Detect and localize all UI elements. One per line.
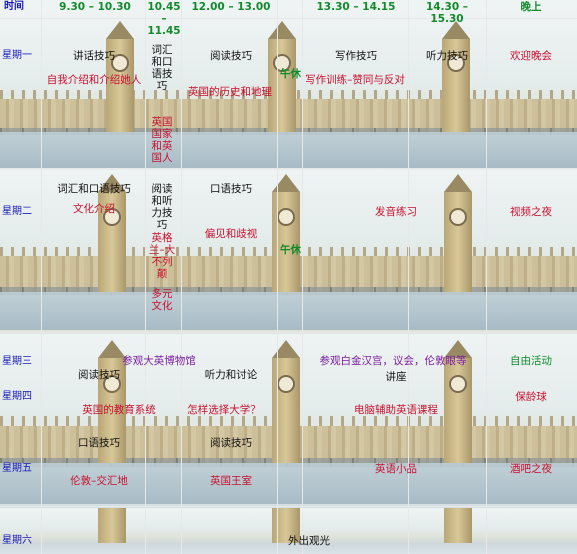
fri-slot3-topic: 英国王室 xyxy=(210,475,252,487)
mon-slot2-topic: 英国国家和英国人 xyxy=(151,116,173,164)
grid-line xyxy=(277,0,278,554)
tue-evening: 视频之夜 xyxy=(510,206,552,218)
mon-slot3-title: 阅读技巧 xyxy=(210,50,252,62)
fri-evening: 酒吧之夜 xyxy=(510,463,552,475)
mon-slot3-topic: 英国的历史和地理 xyxy=(188,86,272,98)
wed-afternoon: 参观白金汉宫，议会，伦敦眼等 xyxy=(319,355,467,367)
fri-slot1-topic: 伦敦–交汇地 xyxy=(70,475,128,487)
day-label-saturday: 星期六 xyxy=(2,535,32,546)
fri-afternoon: 英语小品 xyxy=(375,463,417,475)
mon-slot5-title: 听力技巧 xyxy=(426,50,468,62)
grid-line xyxy=(408,0,409,554)
tue-slot2-topic-2: 多元文化 xyxy=(151,288,173,312)
sat-all-day: 外出观光 xyxy=(288,535,330,547)
tue-slot3-topic: 偏见和歧视 xyxy=(204,228,258,240)
tue-slot3-title: 口语技巧 xyxy=(210,183,252,195)
grid-line xyxy=(0,18,577,19)
photo-tile-row1 xyxy=(0,18,577,168)
mon-evening: 欢迎晚会 xyxy=(510,50,552,62)
slot-header-3: 12.00 – 13.00 xyxy=(191,1,271,13)
mon-slot1-title: 讲话技巧 xyxy=(73,50,115,62)
grid-line xyxy=(302,0,303,554)
photo-tile-row4 xyxy=(0,508,577,554)
mon-slot2-title: 词汇和口语技巧 xyxy=(151,44,173,92)
slot-header-5: 14.30 – 15.30 xyxy=(425,1,469,25)
tue-slot1-topic: 文化介绍 xyxy=(73,203,115,215)
tue-lunch: 午休 xyxy=(280,244,301,256)
day-label-tuesday: 星期二 xyxy=(2,206,32,217)
tue-slot2-topic: 英格兰–大不列颠 xyxy=(148,232,176,280)
grid-line xyxy=(181,0,182,554)
fri-slot3-title: 阅读技巧 xyxy=(210,437,252,449)
tue-slot1-title: 词汇和口语技巧 xyxy=(57,183,131,195)
slot-header-1: 9.30 – 10.30 xyxy=(59,1,131,13)
thu-slot1-topic: 英国的教育系统 xyxy=(82,404,156,416)
slot-header-evening: 晚上 xyxy=(520,1,542,13)
mon-slot4-title: 写作技巧 xyxy=(335,50,377,62)
grid-line xyxy=(0,168,577,169)
slot-header-2: 10.45 – 11.45 xyxy=(147,1,181,37)
thu-slot1-title: 阅读技巧 xyxy=(78,369,120,381)
grid-line xyxy=(145,0,146,554)
photo-tile-row3 xyxy=(0,334,577,504)
tue-slot2-title: 阅读和听力技巧 xyxy=(151,183,173,231)
mon-slot4-topic: 写作训练–赞同与反对 xyxy=(305,74,405,86)
day-label-friday: 星期五 xyxy=(2,463,32,474)
thu-evening: 保龄球 xyxy=(515,391,547,403)
slot-header-4: 13.30 – 14.15 xyxy=(316,1,396,13)
thu-slot45-topic: 电脑辅助英语课程 xyxy=(354,404,438,416)
day-label-thursday: 星期四 xyxy=(2,391,32,402)
grid-line xyxy=(0,332,577,333)
wed-morning: 参观大英博物馆 xyxy=(122,355,196,367)
mon-lunch: 午休 xyxy=(280,68,301,80)
thu-slot3-title: 听力和讨论 xyxy=(204,369,258,381)
fri-slot1-title: 口语技巧 xyxy=(78,437,120,449)
wed-evening: 自由活动 xyxy=(510,355,552,367)
grid-line xyxy=(41,0,42,554)
day-label-wednesday: 星期三 xyxy=(2,356,32,367)
grid-line xyxy=(486,0,487,554)
day-label-monday: 星期一 xyxy=(2,50,32,61)
thu-slot3-topic: 怎样选择大学？ xyxy=(187,404,261,416)
thu-slot45-title: 讲座 xyxy=(385,371,407,383)
time-header: 时间 xyxy=(4,1,24,12)
mon-slot1-topic: 自我介绍和介绍她人 xyxy=(46,74,142,86)
grid-line xyxy=(0,506,577,507)
photo-tile-row2 xyxy=(0,170,577,330)
tue-afternoon: 发音练习 xyxy=(375,206,417,218)
